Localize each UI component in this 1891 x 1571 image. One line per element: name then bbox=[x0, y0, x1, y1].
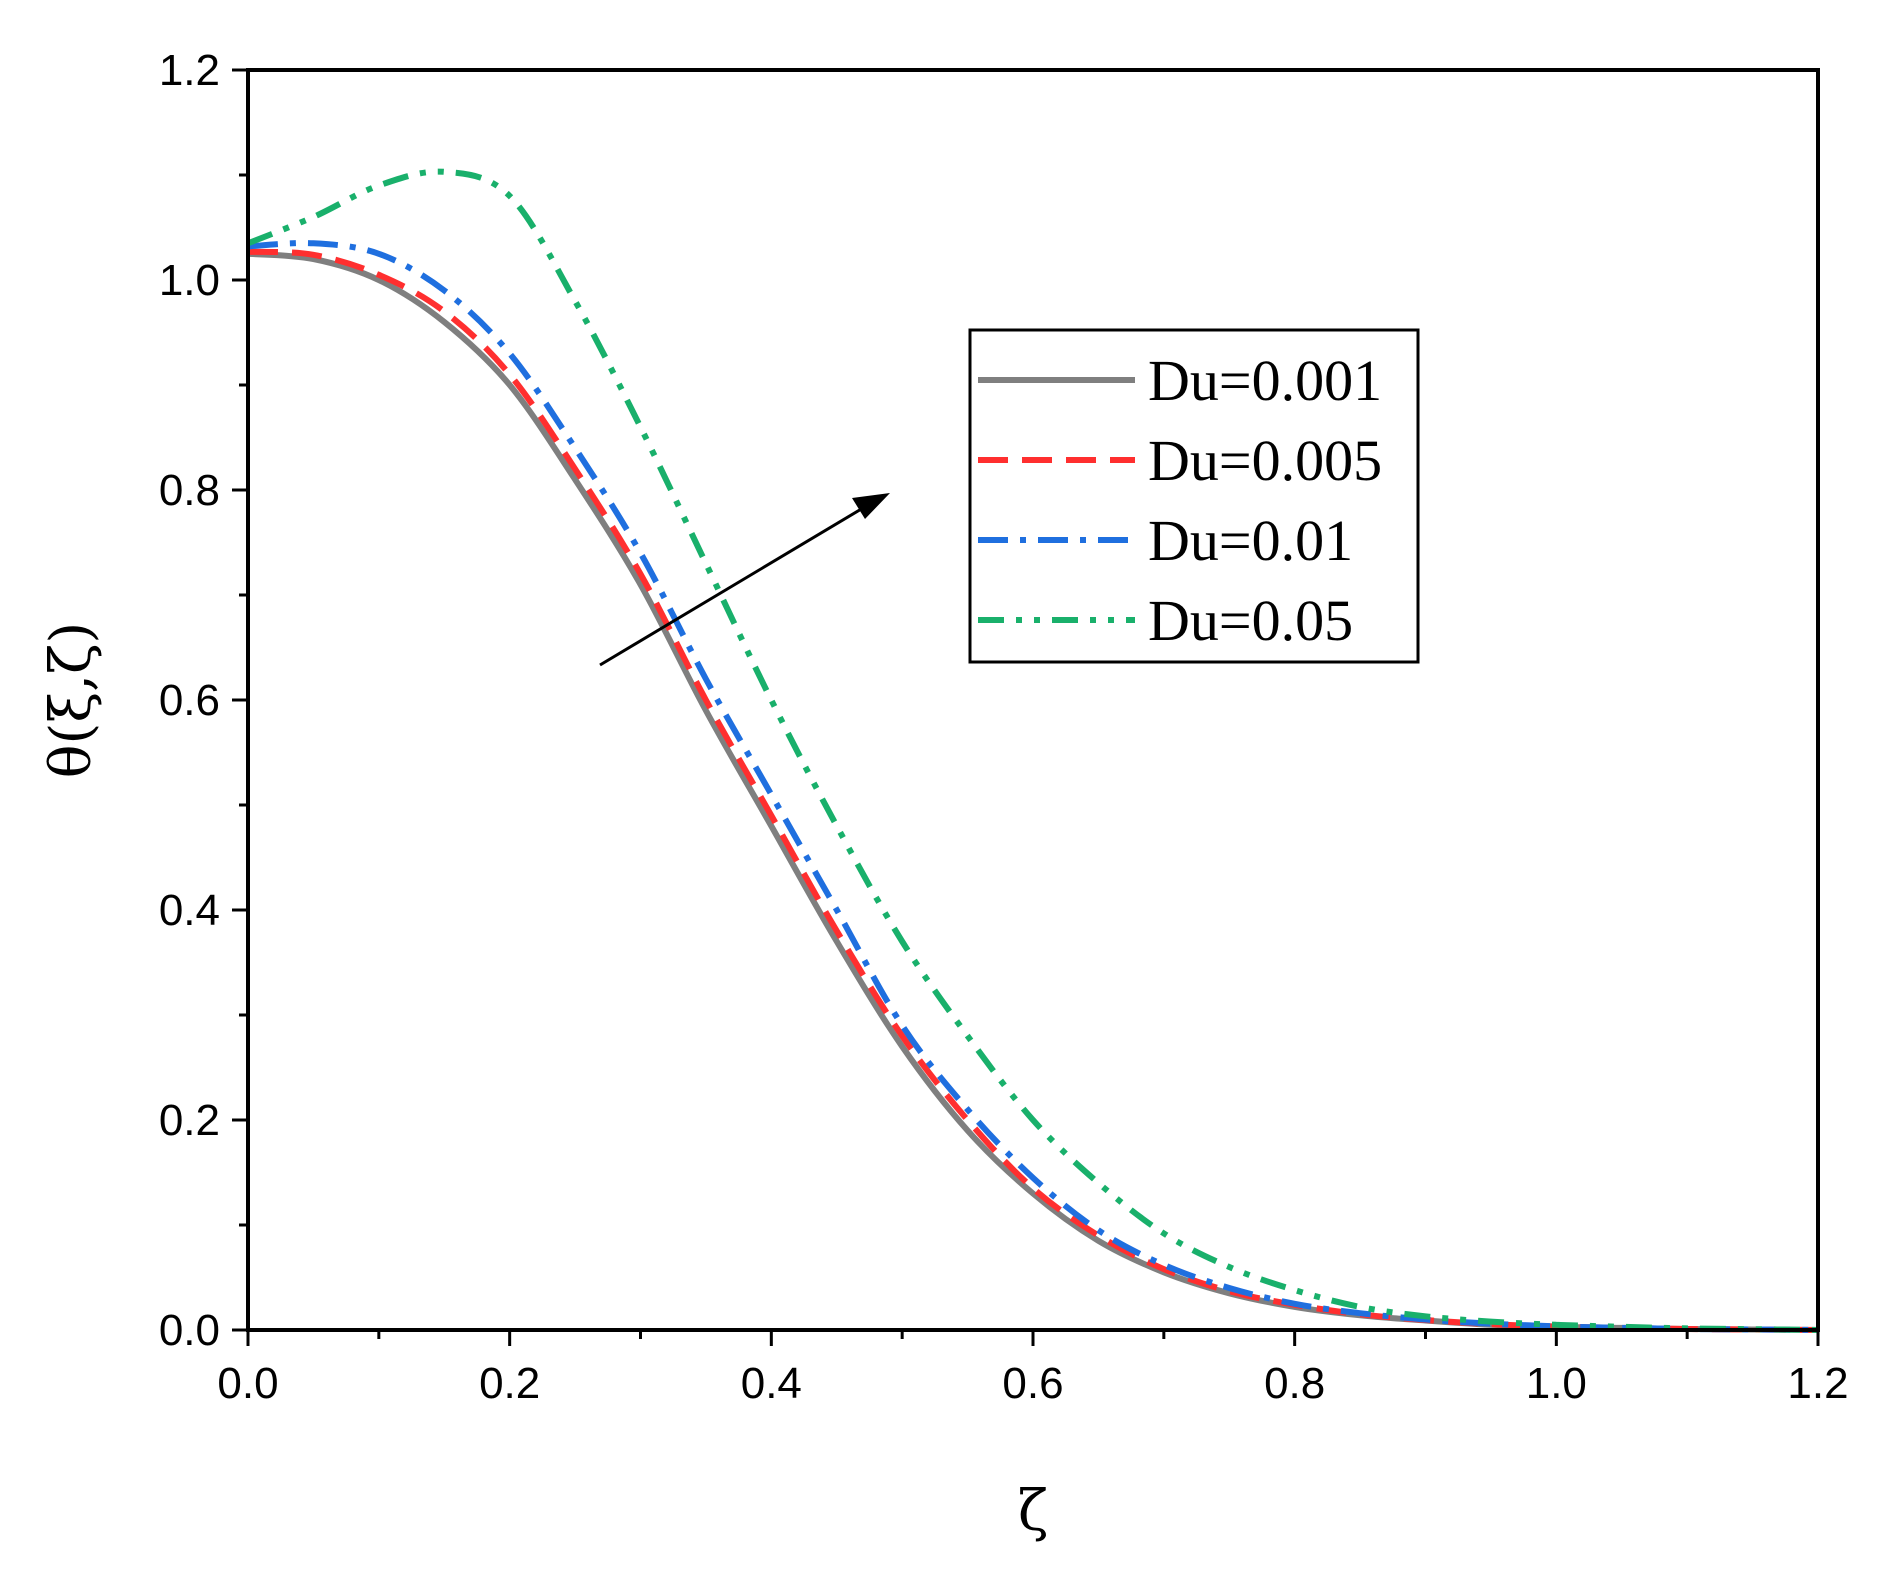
legend-label: Du=0.005 bbox=[1148, 428, 1382, 493]
legend-label: Du=0.01 bbox=[1148, 508, 1353, 573]
y-axis-title: θ(ξ,ζ) bbox=[39, 622, 104, 778]
annotation-arrow bbox=[599, 493, 890, 667]
ticks-layer: 0.0 0.2 0.4 0.6 0.8 1.0 1.2 0.0 0.2 0.4 0.6 0.8 1.0 1… bbox=[159, 46, 1849, 1408]
y-tick-label: 0.4 bbox=[159, 886, 220, 935]
legend-label: Du=0.001 bbox=[1148, 348, 1382, 413]
y-tick-label: 1.0 bbox=[159, 256, 220, 305]
x-tick-label: 0.4 bbox=[741, 1359, 802, 1408]
y-tick-label: 0.2 bbox=[159, 1096, 220, 1145]
arrow-head bbox=[852, 493, 890, 519]
legend-label: Du=0.05 bbox=[1148, 588, 1353, 653]
x-tick-label: 0.0 bbox=[217, 1359, 278, 1408]
x-axis-title: ζ bbox=[1018, 1479, 1048, 1544]
y-tick-label: 0.6 bbox=[159, 676, 220, 725]
legend: Du=0.001 Du=0.005 Du=0.01 Du=0.05 bbox=[968, 328, 1420, 664]
y-tick-label: 1.2 bbox=[159, 46, 220, 95]
x-tick-label: 0.2 bbox=[479, 1359, 540, 1408]
arrow-shaft bbox=[599, 503, 869, 667]
x-tick-label: 1.2 bbox=[1787, 1359, 1848, 1408]
series-line bbox=[246, 168, 1819, 1333]
y-tick-label: 0.8 bbox=[159, 466, 220, 515]
y-tick-label: 0.0 bbox=[159, 1306, 220, 1355]
series-layer bbox=[246, 168, 1819, 1333]
x-tick-label: 0.8 bbox=[1264, 1359, 1325, 1408]
legend-box bbox=[968, 328, 1420, 664]
x-tick-label: 1.0 bbox=[1526, 1359, 1587, 1408]
x-tick-label: 0.6 bbox=[1002, 1359, 1063, 1408]
